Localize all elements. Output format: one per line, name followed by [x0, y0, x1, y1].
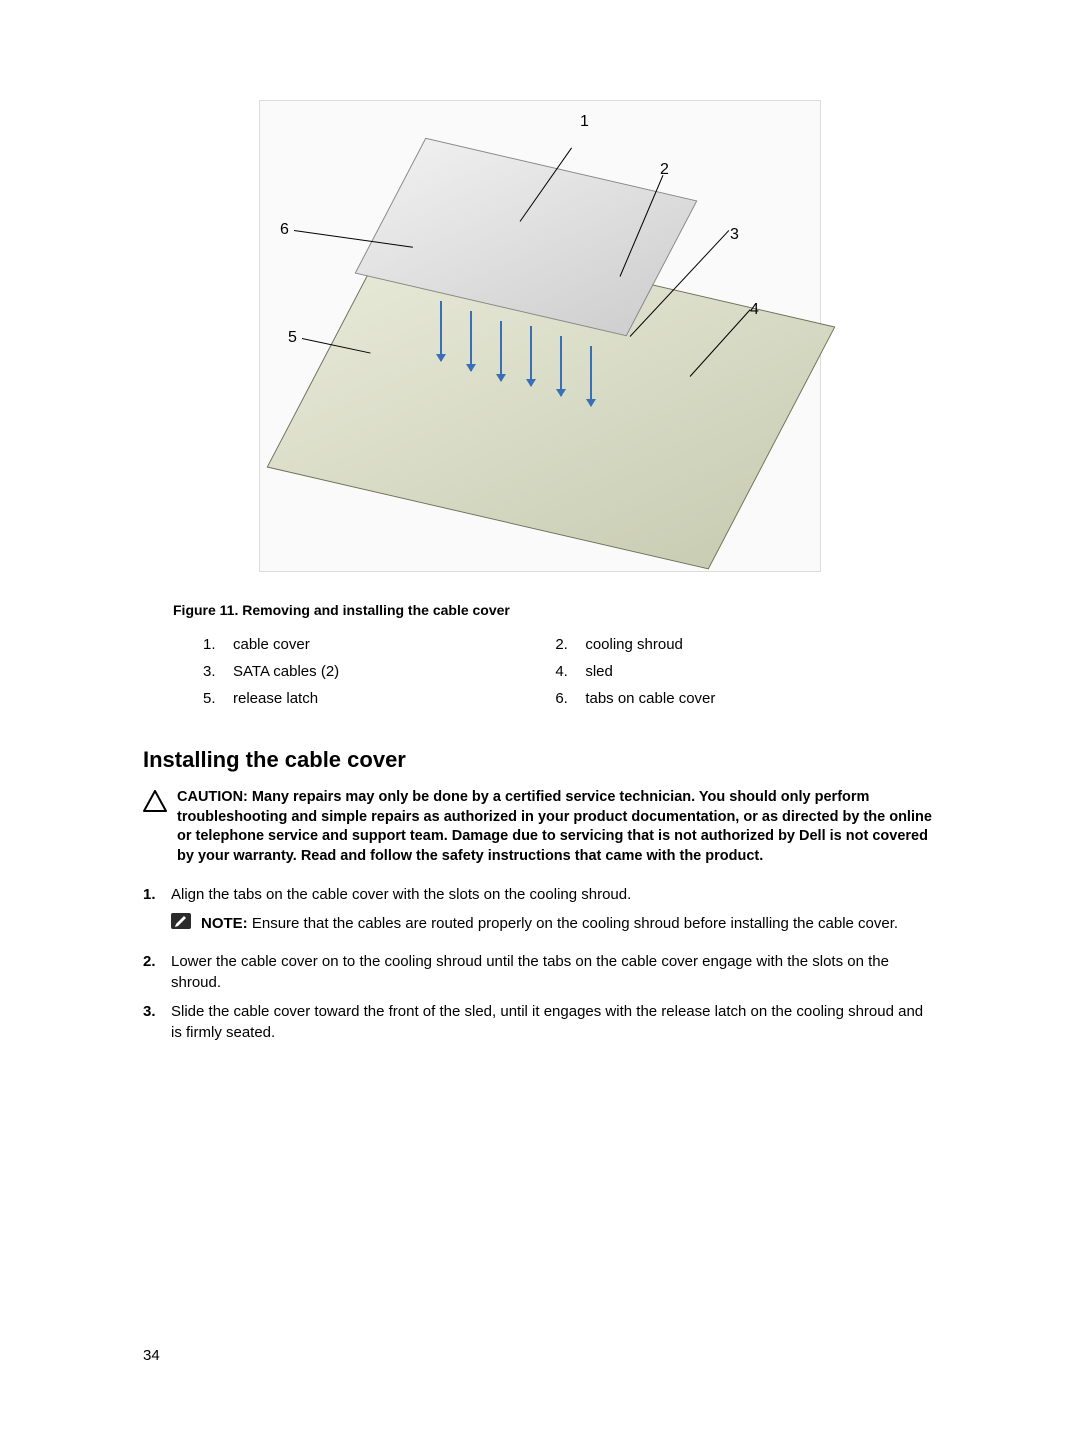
legend-item: 6. tabs on cable cover [555, 690, 907, 707]
procedure-steps: 1. Align the tabs on the cable cover wit… [143, 884, 937, 1043]
legend-column-left: 1. cable cover 3. SATA cables (2) 5. rel… [203, 636, 555, 717]
figure-container: 1 2 3 4 5 6 [143, 100, 937, 572]
figure-callout: 4 [750, 301, 759, 319]
legend-number: 5. [203, 690, 233, 707]
figure-callout: 6 [280, 221, 289, 239]
assembly-arrow-icon [560, 336, 562, 396]
legend-column-right: 2. cooling shroud 4. sled 6. tabs on cab… [555, 636, 907, 717]
step-number: 1. [143, 884, 171, 943]
legend-number: 1. [203, 636, 233, 653]
step-body: Lower the cable cover on to the cooling … [171, 951, 937, 993]
note-text: NOTE: Ensure that the cables are routed … [201, 913, 898, 934]
legend-number: 2. [555, 636, 585, 653]
assembly-arrow-icon [530, 326, 532, 386]
legend-label: cable cover [233, 636, 310, 653]
document-page: 1 2 3 4 5 6 Figure 11. Removing and inst… [0, 0, 1080, 1434]
note-block: NOTE: Ensure that the cables are routed … [171, 913, 937, 935]
figure-callout: 1 [580, 113, 589, 131]
step-text: Align the tabs on the cable cover with t… [171, 886, 631, 903]
legend-label: release latch [233, 690, 318, 707]
legend-item: 4. sled [555, 663, 907, 680]
legend-item: 1. cable cover [203, 636, 555, 653]
legend-label: SATA cables (2) [233, 663, 339, 680]
note-body: Ensure that the cables are routed proper… [252, 915, 898, 932]
note-label: NOTE: [201, 915, 252, 932]
step-number: 3. [143, 1001, 171, 1043]
step-item: 2. Lower the cable cover on to the cooli… [143, 951, 937, 993]
assembly-arrow-icon [470, 311, 472, 371]
caution-text: CAUTION: Many repairs may only be done b… [177, 788, 937, 866]
section-heading: Installing the cable cover [143, 747, 937, 773]
figure-caption: Figure 11. Removing and installing the c… [173, 602, 937, 618]
figure-callout: 3 [730, 226, 739, 244]
note-pencil-icon [171, 913, 193, 935]
figure-illustration: 1 2 3 4 5 6 [259, 100, 821, 572]
step-number: 2. [143, 951, 171, 993]
legend-label: tabs on cable cover [585, 690, 715, 707]
assembly-arrow-icon [500, 321, 502, 381]
legend-item: 5. release latch [203, 690, 555, 707]
page-number: 34 [143, 1347, 160, 1364]
step-item: 3. Slide the cable cover toward the fron… [143, 1001, 937, 1043]
step-body: Slide the cable cover toward the front o… [171, 1001, 937, 1043]
legend-label: cooling shroud [585, 636, 683, 653]
legend-number: 3. [203, 663, 233, 680]
legend-item: 2. cooling shroud [555, 636, 907, 653]
step-text: Slide the cable cover toward the front o… [171, 1003, 923, 1041]
caution-triangle-icon [143, 790, 171, 817]
legend-number: 6. [555, 690, 585, 707]
assembly-arrow-icon [440, 301, 442, 361]
figure-legend: 1. cable cover 3. SATA cables (2) 5. rel… [203, 636, 937, 717]
legend-number: 4. [555, 663, 585, 680]
step-body: Align the tabs on the cable cover with t… [171, 884, 937, 943]
caution-label: CAUTION: [177, 789, 252, 805]
legend-item: 3. SATA cables (2) [203, 663, 555, 680]
caution-body: Many repairs may only be done by a certi… [177, 789, 932, 864]
legend-label: sled [585, 663, 613, 680]
step-text: Lower the cable cover on to the cooling … [171, 953, 889, 991]
caution-block: CAUTION: Many repairs may only be done b… [143, 788, 937, 866]
step-item: 1. Align the tabs on the cable cover wit… [143, 884, 937, 943]
figure-callout: 5 [288, 329, 297, 347]
assembly-arrow-icon [590, 346, 592, 406]
